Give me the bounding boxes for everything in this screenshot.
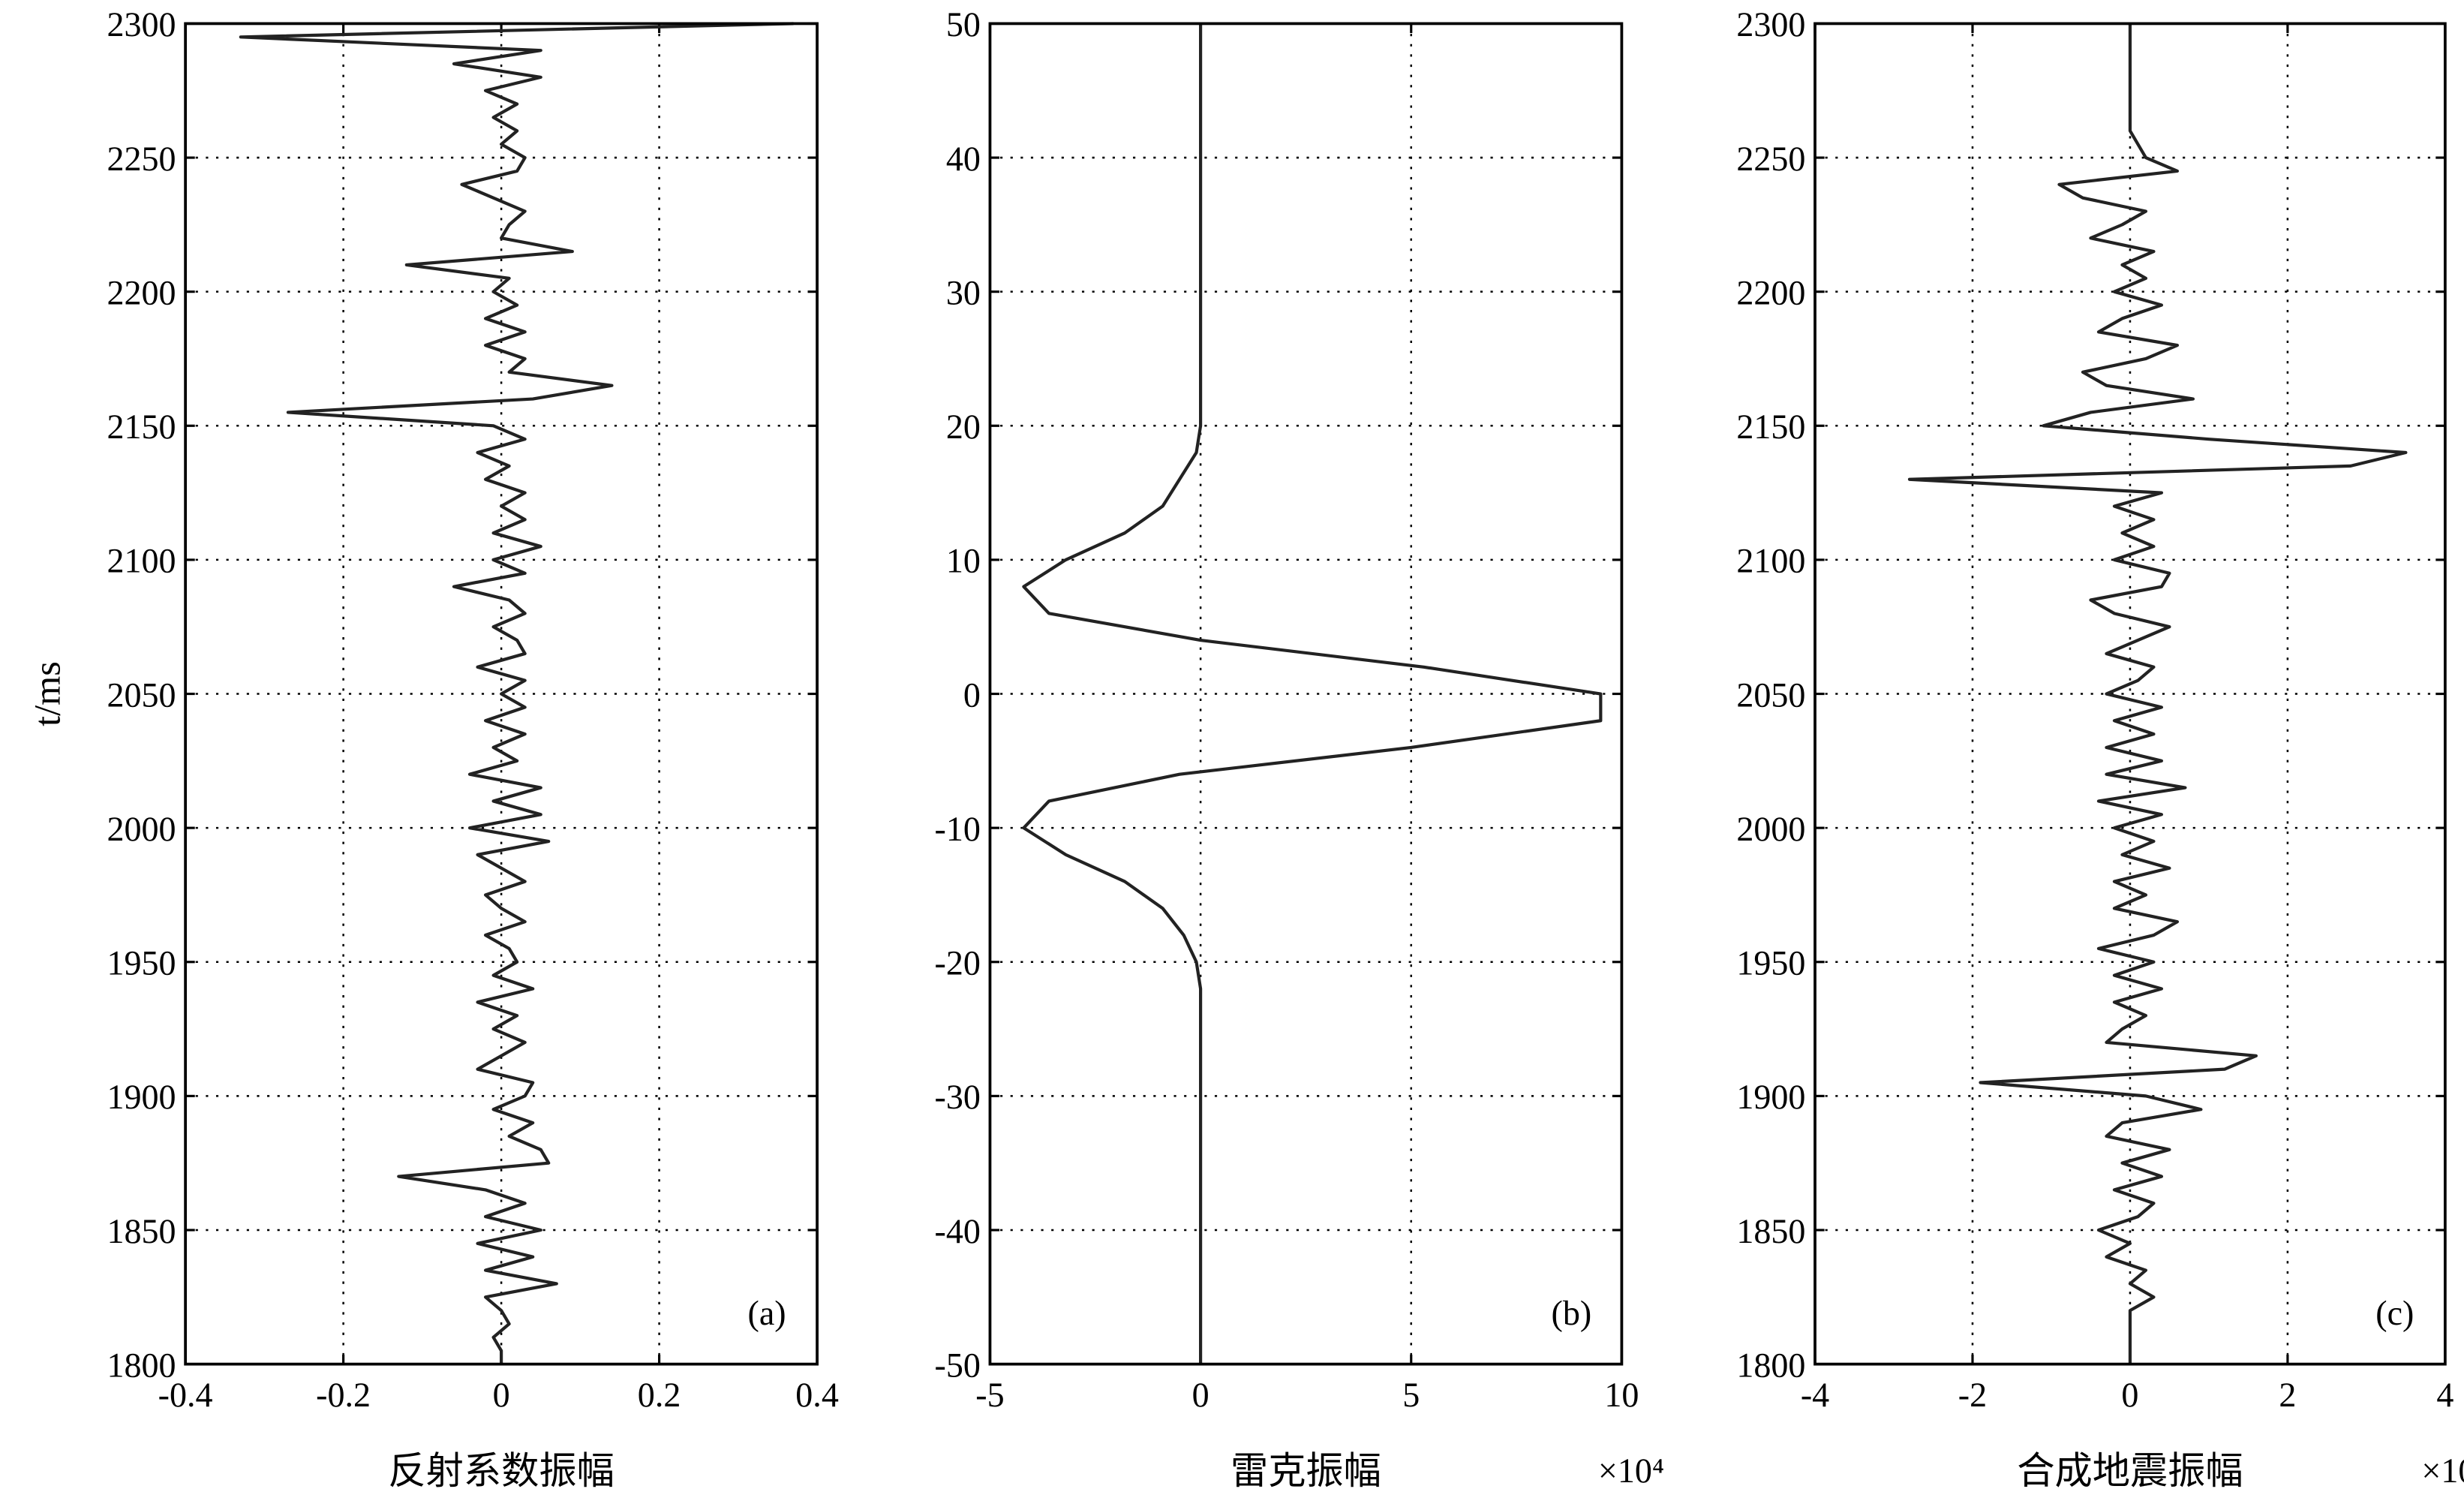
y-tick-label: 2050	[107, 675, 176, 714]
y-tick-label: 2150	[1736, 408, 1805, 446]
x-axis-label: 反射系数振幅	[388, 1450, 614, 1492]
x-tick-label: 5	[1402, 1376, 1420, 1414]
x-tick-label: 0	[493, 1376, 510, 1414]
y-tick-label: 1900	[107, 1078, 176, 1116]
x-tick-label: 0.2	[638, 1376, 681, 1414]
y-tick-label: 2250	[107, 140, 176, 178]
y-tick-label: -40	[934, 1212, 980, 1250]
panel-label: (a)	[748, 1294, 786, 1332]
y-tick-label: 2000	[107, 810, 176, 848]
y-tick-label: -20	[934, 944, 980, 982]
y-tick-label: 1900	[1736, 1078, 1805, 1116]
y-tick-label: 50	[946, 5, 981, 44]
y-tick-label: -50	[934, 1346, 980, 1384]
x-tick-label: 0	[1192, 1376, 1209, 1414]
y-tick-label: 2000	[1736, 810, 1805, 848]
x-tick-label: -2	[1958, 1376, 1987, 1414]
y-tick-label: 40	[946, 140, 981, 178]
panel-label: (b)	[1552, 1294, 1592, 1332]
axis-exponent: ×10⁴	[2421, 1451, 2464, 1490]
y-tick-label: 1800	[107, 1346, 176, 1384]
y-tick-label: 1850	[107, 1212, 176, 1250]
y-tick-label: 1950	[107, 944, 176, 982]
y-tick-label: 2100	[1736, 542, 1805, 580]
y-tick-label: 30	[946, 273, 981, 311]
trace	[1907, 23, 2408, 1364]
y-tick-label: 2250	[1736, 140, 1805, 178]
trace	[239, 22, 794, 1364]
plot-frame	[184, 22, 819, 1366]
y-tick-label: -30	[934, 1078, 980, 1116]
y-tick-label: 1950	[1736, 944, 1805, 982]
plot-frame	[1813, 22, 2447, 1366]
y-tick-label: 2100	[107, 542, 176, 580]
x-tick-label: 10	[1604, 1376, 1639, 1414]
y-tick-label: -10	[934, 810, 980, 848]
y-tick-label: 0	[963, 675, 981, 714]
y-tick-label: 2150	[107, 408, 176, 446]
y-tick-label: 10	[946, 542, 981, 580]
y-tick-label: 2300	[1736, 5, 1805, 44]
y-tick-label: 1850	[1736, 1212, 1805, 1250]
x-tick-label: -5	[975, 1376, 1004, 1414]
x-tick-label: 0	[2121, 1376, 2138, 1414]
y-tick-label: 1800	[1736, 1346, 1805, 1384]
x-tick-label: 2	[2279, 1376, 2296, 1414]
y-tick-label: 2200	[1736, 273, 1805, 311]
x-axis-label: 合成地震振幅	[2017, 1450, 2243, 1492]
x-tick-label: -0.4	[158, 1376, 213, 1414]
y-tick-label: 2050	[1736, 675, 1805, 714]
x-tick-label: -0.2	[316, 1376, 371, 1414]
trace	[1022, 23, 1603, 1364]
panel-label: (c)	[2375, 1294, 2414, 1332]
x-axis-label: 雷克振幅	[1230, 1450, 1381, 1492]
y-tick-label: 2200	[107, 273, 176, 311]
x-tick-label: 0.4	[795, 1376, 839, 1414]
y-tick-label: 20	[946, 408, 981, 446]
x-tick-label: -4	[1801, 1376, 1829, 1414]
y-tick-label: 2300	[107, 5, 176, 44]
x-tick-label: 4	[2436, 1376, 2453, 1414]
axis-exponent: ×10⁴	[1598, 1451, 1664, 1490]
plot-frame	[988, 22, 1624, 1366]
y-axis-label: t/ms	[26, 661, 68, 726]
